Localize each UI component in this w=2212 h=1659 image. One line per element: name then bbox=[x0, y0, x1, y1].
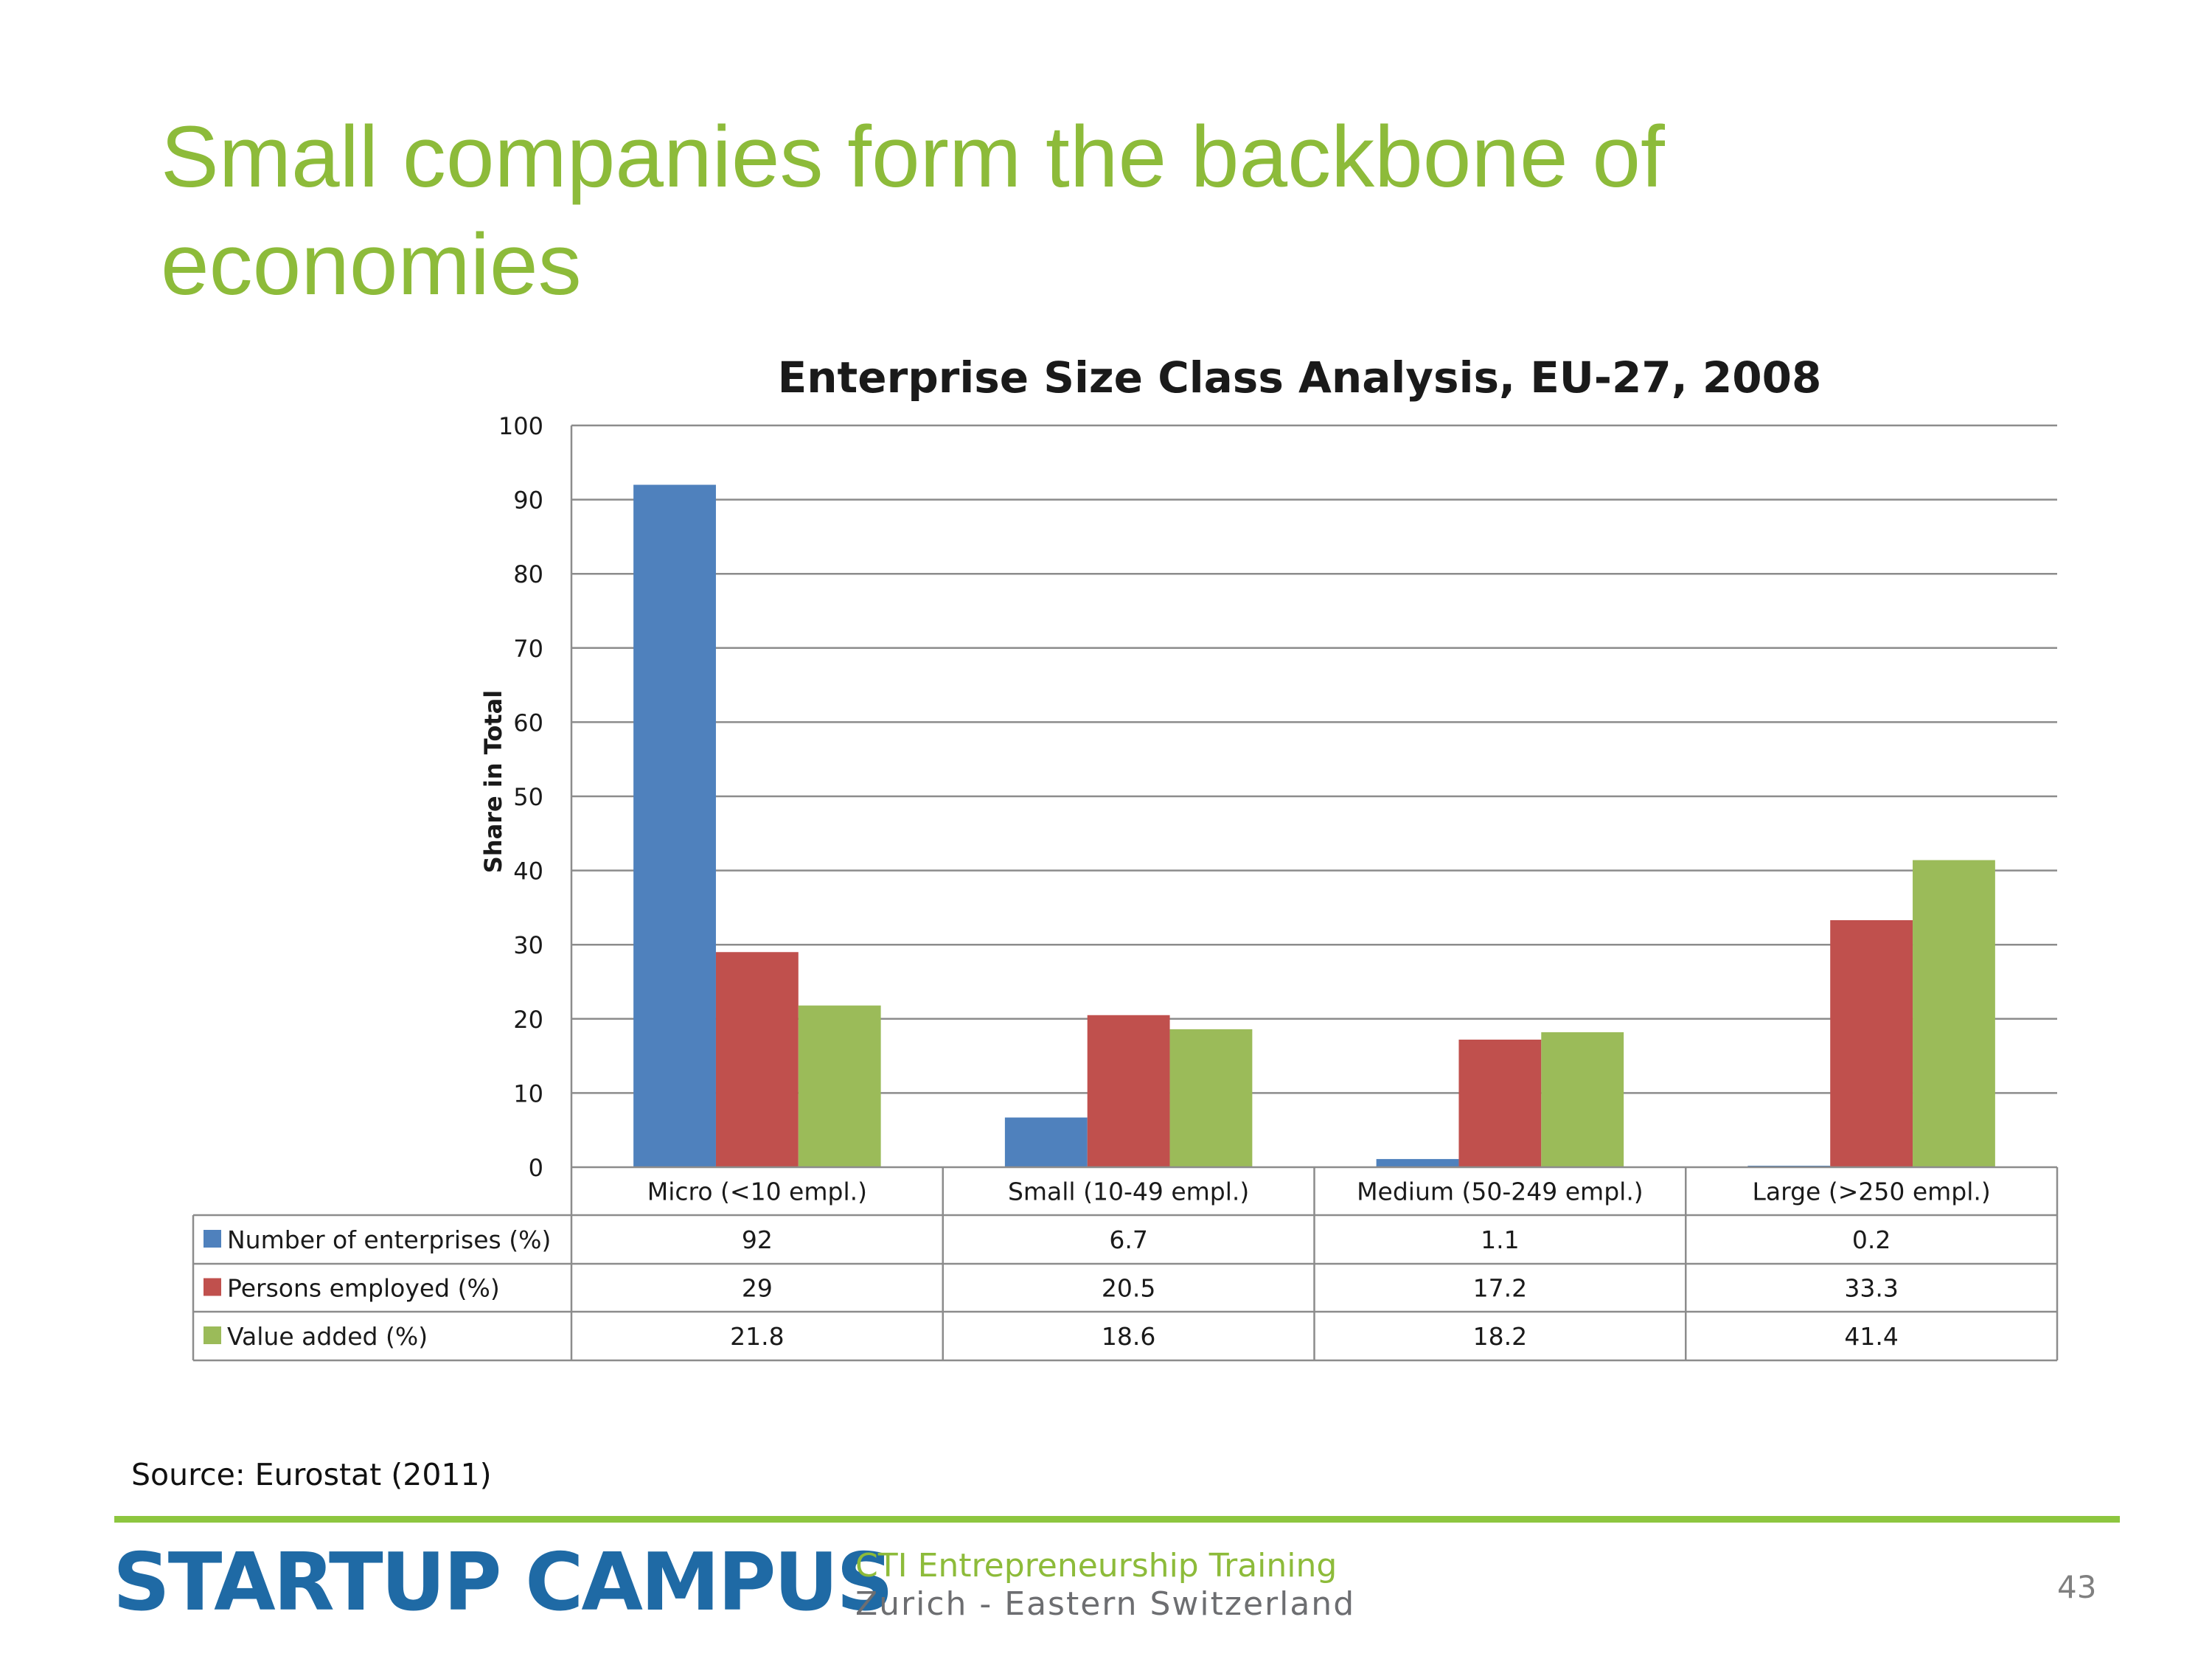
source-note: Source: Eurostat (2011) bbox=[131, 1457, 492, 1492]
legend-swatch bbox=[204, 1326, 221, 1344]
bar bbox=[798, 1005, 881, 1167]
page-number: 43 bbox=[2057, 1569, 2097, 1605]
bar bbox=[1376, 1158, 1459, 1167]
data-value: 18.2 bbox=[1473, 1322, 1527, 1351]
data-value: 20.5 bbox=[1102, 1274, 1155, 1303]
category-label: Small (10-49 empl.) bbox=[1008, 1178, 1249, 1206]
y-tick-label: 10 bbox=[513, 1079, 543, 1107]
brand-logo-text: STARTUP CAMPUS bbox=[113, 1537, 894, 1629]
brand-tagline-line1: CTI Entrepreneurship Training bbox=[855, 1547, 1338, 1585]
bar bbox=[1458, 1039, 1542, 1167]
y-tick-label: 40 bbox=[513, 858, 543, 886]
bar bbox=[1004, 1117, 1088, 1167]
y-tick-label: 90 bbox=[513, 487, 543, 515]
category-label: Large (>250 empl.) bbox=[1752, 1178, 1990, 1206]
y-tick-label: 100 bbox=[498, 412, 543, 440]
chart-title: Enterprise Size Class Analysis, EU-27, 2… bbox=[778, 352, 1822, 403]
data-value: 1.1 bbox=[1481, 1225, 1519, 1254]
series-name: Persons employed (%) bbox=[227, 1274, 500, 1303]
data-value: 29 bbox=[742, 1274, 773, 1303]
data-value: 33.3 bbox=[1844, 1274, 1898, 1303]
y-tick-label: 0 bbox=[529, 1154, 543, 1182]
legend-swatch bbox=[204, 1278, 221, 1296]
y-tick-label: 20 bbox=[513, 1006, 543, 1034]
legend-swatch bbox=[204, 1230, 221, 1248]
data-value: 17.2 bbox=[1473, 1274, 1527, 1303]
y-tick-label: 50 bbox=[513, 783, 543, 811]
brand-tagline-line2: Zurich - Eastern Switzerland bbox=[855, 1585, 1356, 1623]
y-axis-label: Share in Total bbox=[479, 690, 507, 873]
data-value: 6.7 bbox=[1109, 1225, 1147, 1254]
category-label: Micro (<10 empl.) bbox=[647, 1178, 867, 1206]
data-value: 21.8 bbox=[730, 1322, 784, 1351]
y-tick-label: 70 bbox=[513, 635, 543, 663]
y-tick-label: 60 bbox=[513, 709, 543, 737]
bar bbox=[633, 484, 716, 1167]
footer-divider bbox=[114, 1516, 2120, 1523]
data-value: 18.6 bbox=[1102, 1322, 1155, 1351]
series-name: Value added (%) bbox=[227, 1322, 428, 1351]
bar bbox=[1541, 1032, 1624, 1167]
bar bbox=[1913, 860, 1995, 1167]
bar bbox=[1169, 1029, 1253, 1167]
brand-tagline: CTI Entrepreneurship Training Zurich - E… bbox=[855, 1547, 1355, 1624]
category-label: Medium (50-249 empl.) bbox=[1357, 1178, 1644, 1206]
bar bbox=[715, 952, 799, 1167]
data-value: 41.4 bbox=[1844, 1322, 1898, 1351]
data-value: 0.2 bbox=[1852, 1225, 1891, 1254]
bar bbox=[1087, 1015, 1170, 1167]
data-value: 92 bbox=[742, 1225, 773, 1254]
y-tick-label: 80 bbox=[513, 560, 543, 588]
bar bbox=[1830, 920, 1913, 1167]
slide-title: Small companies form the backbone of eco… bbox=[161, 108, 1665, 313]
y-tick-label: 30 bbox=[513, 931, 543, 959]
series-name: Number of enterprises (%) bbox=[227, 1225, 551, 1254]
